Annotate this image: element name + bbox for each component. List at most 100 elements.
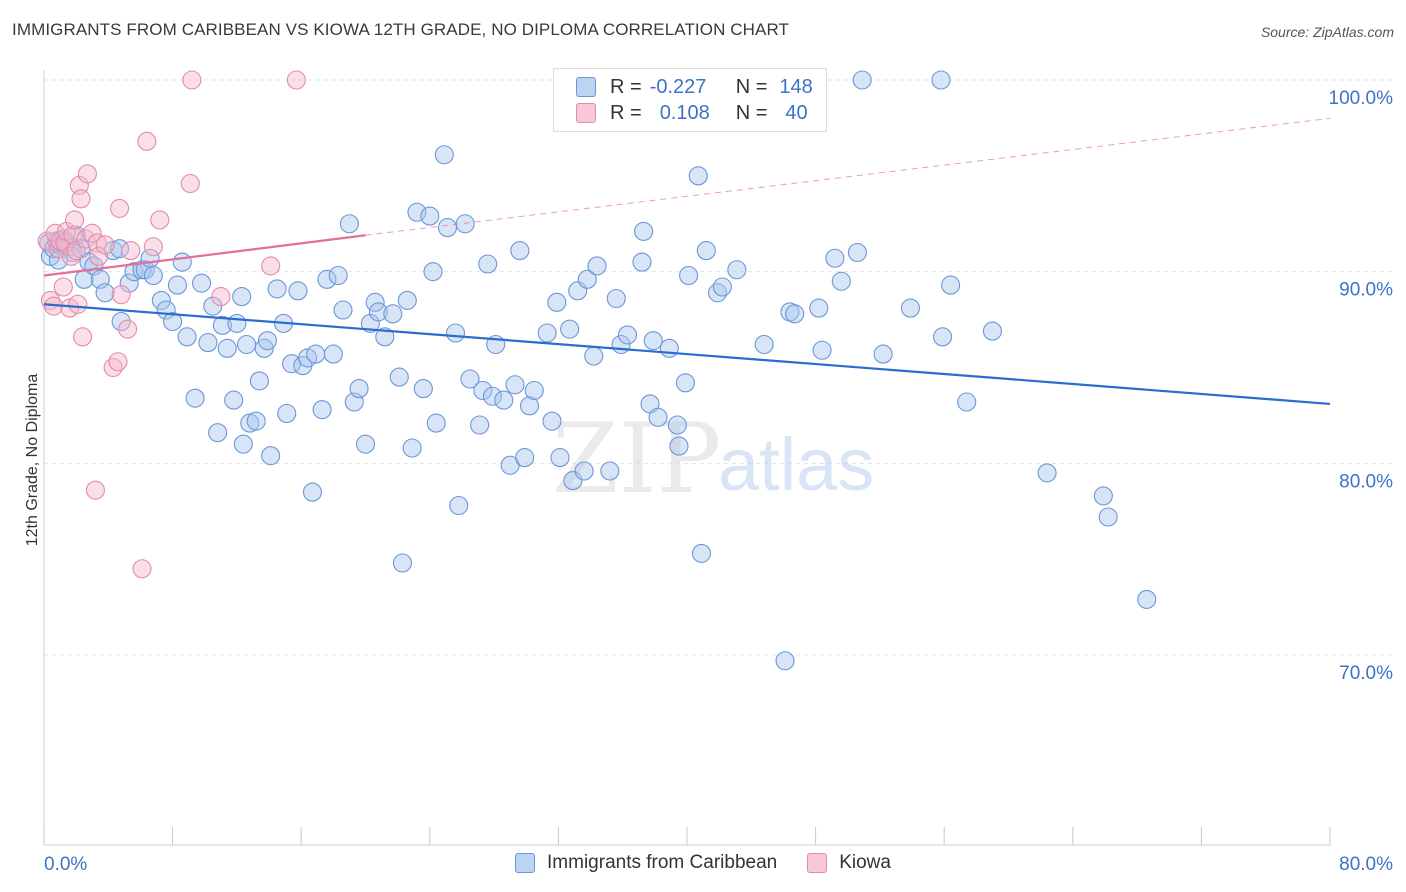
point-caribbean <box>360 313 380 333</box>
point-caribbean <box>257 331 277 351</box>
point-caribbean <box>688 166 708 186</box>
point-caribbean <box>375 327 395 347</box>
point-caribbean <box>982 321 1002 341</box>
legend-swatch-blue <box>576 77 596 97</box>
watermark-zip: ZIP <box>552 403 721 515</box>
point-kiowa <box>286 70 306 90</box>
point-caribbean <box>227 313 247 333</box>
point-caribbean <box>312 400 332 420</box>
point-caribbean <box>584 346 604 366</box>
trend-line-kiowa <box>43 234 366 277</box>
point-caribbean <box>1098 507 1118 527</box>
point-caribbean <box>191 273 212 293</box>
point-caribbean <box>809 298 829 318</box>
point-kiowa <box>211 287 231 307</box>
point-caribbean <box>288 281 308 301</box>
point-kiowa <box>137 131 157 151</box>
point-caribbean <box>634 221 654 241</box>
point-kiowa <box>111 285 131 305</box>
legend-swatch-pink <box>576 103 596 123</box>
point-kiowa <box>121 241 141 261</box>
point-caribbean <box>267 279 287 299</box>
point-caribbean <box>445 323 466 343</box>
point-caribbean <box>392 553 413 573</box>
point-caribbean <box>648 407 668 427</box>
legend-item-kiowa[interactable]: Kiowa <box>807 852 891 874</box>
point-kiowa <box>95 235 115 255</box>
point-caribbean <box>151 290 171 310</box>
point-caribbean <box>478 254 498 274</box>
point-caribbean <box>550 448 570 468</box>
point-caribbean <box>957 392 977 412</box>
point-caribbean <box>317 269 337 289</box>
point-kiowa <box>132 559 152 579</box>
point-caribbean <box>224 390 244 410</box>
point-caribbean <box>389 367 409 387</box>
point-caribbean <box>470 415 490 435</box>
point-caribbean <box>302 482 323 502</box>
legend-r-label: R = <box>610 75 642 98</box>
point-caribbean <box>203 296 223 316</box>
point-caribbean <box>669 436 689 456</box>
axes <box>43 70 1331 846</box>
point-caribbean <box>510 241 530 261</box>
legend-r-label: R = <box>610 101 642 124</box>
point-caribbean <box>632 252 652 272</box>
point-caribbean <box>323 344 343 364</box>
data-points <box>37 70 1157 671</box>
point-caribbean <box>600 461 620 481</box>
trend-line-kiowa-extension <box>365 117 1331 236</box>
point-caribbean <box>1093 486 1113 506</box>
point-caribbean <box>423 262 443 282</box>
trend-line-caribbean <box>43 303 1331 406</box>
point-caribbean <box>667 415 687 435</box>
point-caribbean <box>111 311 131 332</box>
point-caribbean <box>691 543 712 563</box>
point-kiowa <box>71 189 91 209</box>
point-caribbean <box>659 338 679 358</box>
point-caribbean <box>1037 463 1057 483</box>
point-caribbean <box>505 375 525 395</box>
y-tick-label: 70.0% <box>1339 663 1393 684</box>
y-axis-label: 12th Grade, No Diploma <box>24 373 41 547</box>
legend-r-value: -0.227 <box>649 75 707 98</box>
point-caribbean <box>727 260 747 280</box>
point-caribbean <box>261 446 281 466</box>
point-kiowa <box>180 173 200 194</box>
point-kiowa <box>68 294 88 314</box>
gridlines <box>44 79 1395 656</box>
point-caribbean <box>95 283 115 303</box>
point-kiowa <box>150 210 170 230</box>
point-kiowa <box>64 210 85 230</box>
point-caribbean <box>426 413 446 433</box>
point-caribbean <box>775 651 795 671</box>
point-caribbean <box>355 434 376 454</box>
legend-item-caribbean[interactable]: Immigrants from Caribbean <box>515 852 777 874</box>
point-caribbean <box>675 373 695 393</box>
series-legend: Immigrants from Caribbean Kiowa <box>0 852 1406 874</box>
point-caribbean <box>754 334 774 355</box>
point-caribbean <box>402 438 422 458</box>
legend-swatch-pink <box>807 853 828 873</box>
legend-r-value: 0.108 <box>659 101 710 124</box>
point-caribbean <box>119 273 139 293</box>
point-caribbean <box>249 371 269 391</box>
point-caribbean <box>167 275 187 295</box>
point-caribbean <box>407 202 427 222</box>
legend-n-value: 40 <box>785 101 808 124</box>
point-caribbean <box>712 277 732 297</box>
y-tick-label: 80.0% <box>1339 471 1393 492</box>
point-caribbean <box>785 304 805 324</box>
point-caribbean <box>383 304 403 324</box>
point-caribbean <box>696 241 716 261</box>
legend-swatch-blue <box>515 853 536 873</box>
point-caribbean <box>254 338 274 358</box>
legend-item-label: Immigrants from Caribbean <box>547 852 778 873</box>
point-caribbean <box>931 70 951 90</box>
point-caribbean <box>163 311 183 332</box>
point-caribbean <box>455 214 475 234</box>
point-caribbean <box>185 388 205 408</box>
point-caribbean <box>933 327 953 347</box>
point-caribbean <box>339 214 359 234</box>
point-caribbean <box>542 411 562 431</box>
